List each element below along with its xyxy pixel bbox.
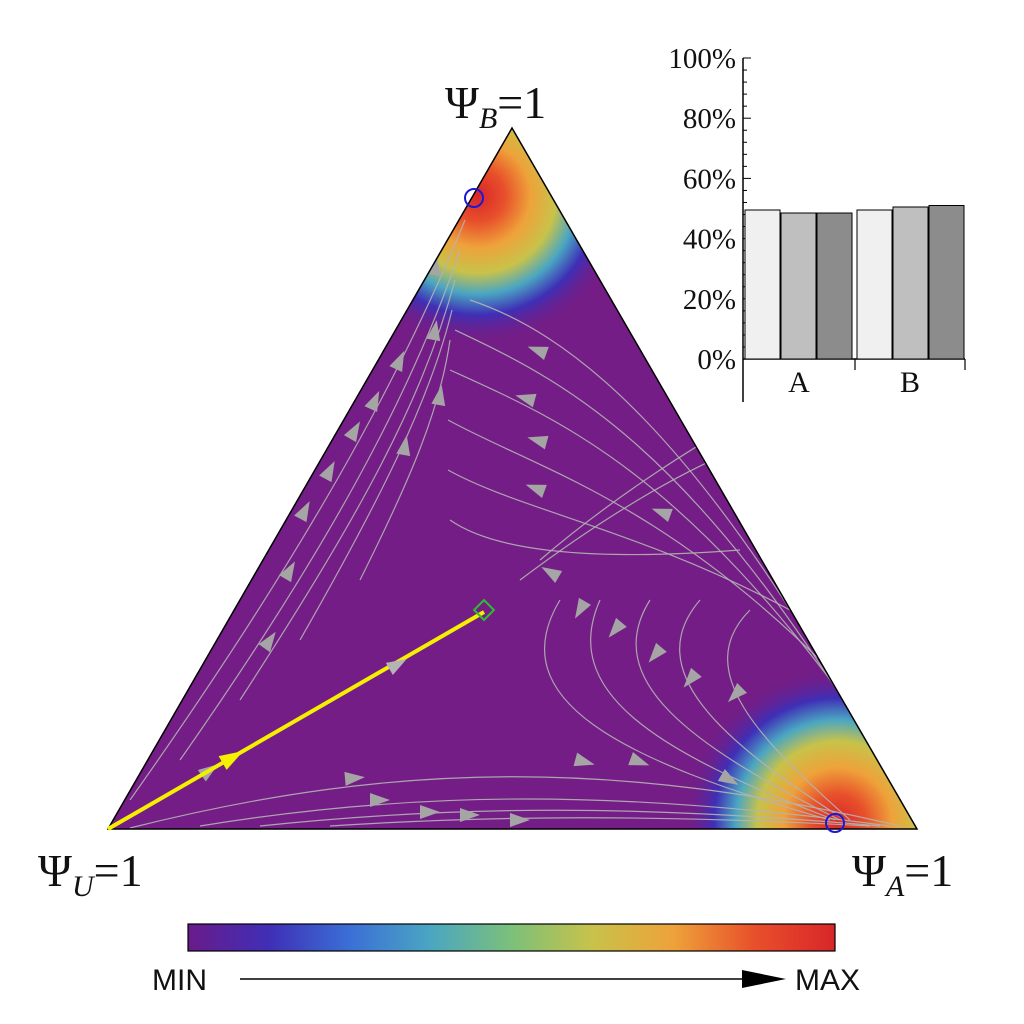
vertex-b-fixed-point-marker [464, 188, 484, 208]
streamline [454, 329, 881, 761]
flow-arrow-icon [717, 768, 739, 785]
colorbar-max-label: MAX [795, 964, 860, 997]
flow-arrow-icon [431, 385, 446, 407]
vertex-a-fixed-point-marker [825, 813, 845, 833]
flow-arrow-icon [527, 435, 549, 450]
colorbar-arrow-head-icon [742, 970, 786, 988]
flow-arrow-icon [278, 561, 295, 583]
streamline [543, 599, 831, 821]
flow-arrow-icon [525, 484, 547, 498]
inset-category-b: B [900, 366, 920, 399]
inset-bar [816, 212, 853, 360]
flow-arrow-icon [573, 752, 595, 767]
vertex-label-b: ΨB=1 [445, 77, 546, 135]
field-background [108, 128, 917, 829]
trajectory-mid-arrow-icon [385, 659, 407, 676]
streamline [447, 469, 791, 611]
flow-arrow-icon [527, 346, 549, 360]
flow-arrow-icon [343, 421, 360, 443]
flow-arrow-icon [460, 808, 480, 822]
inset-category-a: A [788, 366, 810, 399]
flow-arrow-icon [294, 501, 310, 523]
streamline [259, 809, 881, 827]
streamline [679, 599, 846, 821]
flow-arrow-icon [541, 567, 563, 584]
streamline [199, 798, 891, 827]
streamline [329, 817, 871, 827]
flow-arrow-icon [420, 805, 440, 819]
inset-y-tick-label: 80% [683, 103, 736, 135]
trajectory-arrow-icon [218, 751, 244, 770]
interior-fixed-point-marker [472, 598, 496, 622]
streamline [299, 309, 453, 641]
inset-y-tick-label: 0% [697, 344, 736, 376]
flow-arrow-icon [628, 752, 650, 766]
streamline [447, 419, 831, 671]
colorbar: MIN MAX [152, 923, 860, 997]
inset-bar [856, 209, 893, 360]
flow-arrows [197, 255, 748, 827]
inset-y-tick-label: 60% [683, 163, 736, 195]
inset-y-tick-label: 40% [683, 224, 736, 256]
flow-arrow-icon [648, 642, 667, 663]
streamline [727, 609, 851, 821]
flow-arrow-icon [683, 667, 702, 688]
inset-bar [744, 209, 781, 360]
trajectory-line [107, 610, 485, 831]
vertex-label-u: ΨU=1 [38, 845, 143, 903]
inset-y-tick-label: 20% [683, 284, 736, 316]
flow-arrow-icon [364, 390, 380, 413]
colorbar-min-label: MIN [152, 964, 207, 997]
streamline [179, 249, 461, 761]
streamline [129, 219, 466, 801]
inset-bar [928, 204, 965, 360]
colorbar-gradient [187, 923, 836, 952]
flow-arrow-icon [515, 393, 537, 408]
streamline [590, 599, 836, 821]
flow-arrow-icon [319, 461, 335, 483]
flow-arrow-icon [258, 631, 276, 653]
streamline [359, 339, 451, 581]
streamlines [129, 219, 901, 829]
streamline [635, 599, 841, 821]
inset-bar [892, 206, 929, 360]
flow-arrow-icon [510, 813, 530, 827]
streamline [449, 519, 741, 556]
flow-arrow-icon [370, 793, 390, 807]
flow-arrow-icon [426, 320, 441, 342]
flow-arrow-icon [727, 682, 748, 703]
vertex-label-a: ΨA=1 [852, 845, 953, 903]
simplex-field [108, 128, 917, 829]
streamline [129, 776, 901, 829]
simplex-outline [106, 126, 919, 830]
streamline [449, 369, 861, 721]
flow-arrow-icon [396, 435, 411, 457]
flow-arrow-icon [608, 617, 627, 638]
flow-arrow-icon [389, 350, 405, 373]
flow-arrow-icon [344, 771, 365, 786]
inset-bar [780, 212, 817, 360]
flow-arrow-icon [575, 597, 592, 619]
flow-arrow-icon [651, 508, 673, 522]
inset-bar-chart: 0% 20% 40% 60% 80% 100% A B [668, 43, 966, 402]
inset-y-tick-label: 100% [668, 43, 736, 75]
